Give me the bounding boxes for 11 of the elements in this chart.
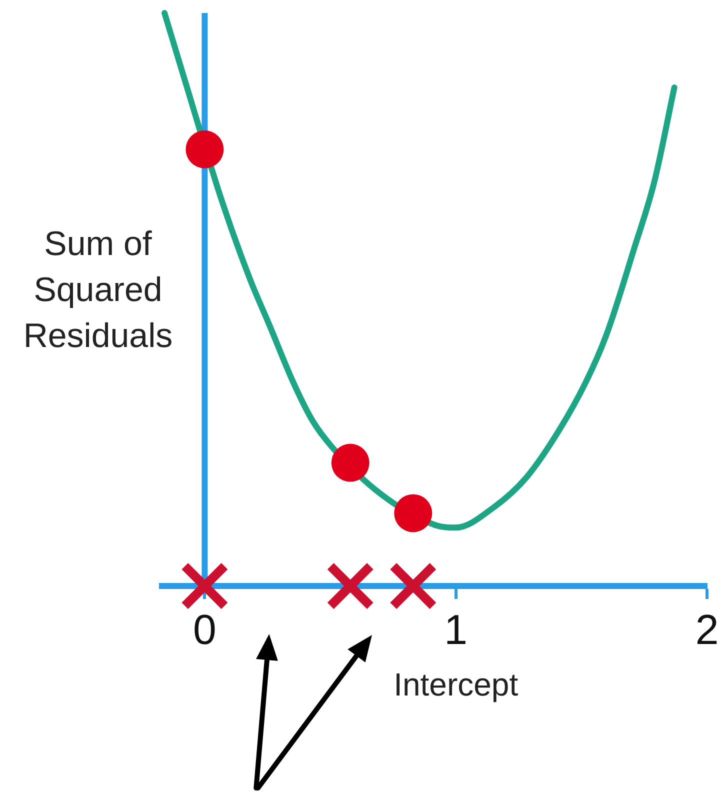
point: [186, 130, 224, 168]
point: [394, 494, 432, 532]
point: [331, 444, 370, 482]
x-axis-title: Intercept: [394, 666, 518, 702]
x-tick-label: 0: [193, 606, 216, 653]
point: [180, 562, 229, 610]
point: [388, 562, 438, 610]
y-axis-title: Sum of Squared Residuals: [22, 224, 174, 357]
x-tick-label: 2: [695, 606, 719, 653]
point: [326, 562, 375, 610]
x-tick-label: 1: [444, 606, 468, 653]
